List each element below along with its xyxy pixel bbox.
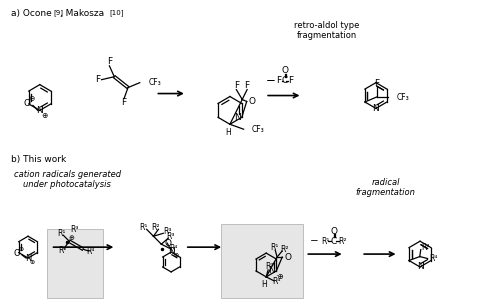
Text: F: F [122, 98, 126, 107]
Text: F: F [234, 81, 239, 90]
Text: [10]: [10] [109, 9, 124, 16]
Text: F: F [288, 76, 293, 85]
Text: R³: R³ [265, 262, 273, 271]
Text: F: F [95, 75, 100, 84]
Text: under photocatalysis: under photocatalysis [24, 180, 111, 189]
Text: ⊕: ⊕ [173, 253, 179, 258]
Text: ⊕: ⊕ [42, 111, 48, 120]
Text: O: O [14, 249, 21, 258]
Text: R³: R³ [422, 243, 430, 252]
Text: cation radicals generated: cation radicals generated [14, 170, 121, 179]
Text: radical: radical [371, 178, 400, 187]
Text: N: N [36, 106, 43, 115]
Text: ⊕: ⊕ [68, 235, 74, 241]
Text: fragmentation: fragmentation [356, 188, 416, 197]
Text: fragmentation: fragmentation [297, 31, 357, 40]
Text: ⊖: ⊖ [28, 94, 34, 103]
Text: F: F [107, 57, 112, 66]
Text: R¹: R¹ [321, 237, 329, 246]
Text: R¹: R¹ [140, 223, 148, 232]
Text: a) Ocone: a) Ocone [11, 9, 52, 18]
Text: R²: R² [339, 237, 347, 246]
Text: R⁴: R⁴ [430, 254, 438, 263]
FancyBboxPatch shape [47, 229, 102, 298]
Text: R¹: R¹ [57, 229, 66, 238]
Text: R¹: R¹ [270, 243, 278, 252]
Text: C: C [282, 76, 288, 85]
Text: R⁴: R⁴ [87, 247, 95, 256]
FancyBboxPatch shape [221, 224, 303, 298]
Text: H: H [261, 280, 267, 289]
Text: −: − [266, 74, 276, 87]
Text: H: H [225, 128, 231, 137]
Text: R²: R² [151, 223, 160, 232]
Text: O: O [164, 239, 171, 248]
Text: R⁴: R⁴ [272, 277, 280, 286]
Text: CF₃: CF₃ [148, 78, 161, 87]
Text: N: N [372, 104, 379, 113]
Text: CF₃: CF₃ [396, 92, 409, 102]
Text: retro-aldol type: retro-aldol type [294, 21, 360, 30]
Text: F: F [374, 79, 379, 87]
Text: R²: R² [58, 246, 67, 255]
Text: R³: R³ [163, 227, 172, 236]
Text: N: N [416, 262, 423, 271]
Text: N: N [269, 266, 275, 275]
Text: O: O [330, 227, 337, 236]
Text: [9]: [9] [53, 9, 64, 16]
Text: C: C [331, 237, 337, 246]
Text: F: F [276, 76, 281, 85]
Text: N: N [25, 254, 31, 262]
Text: , Makosza: , Makosza [60, 9, 104, 18]
Text: ⊖: ⊖ [19, 247, 24, 252]
Text: CF₃: CF₃ [251, 125, 264, 134]
Text: N: N [234, 113, 241, 122]
Text: F: F [245, 81, 250, 90]
Text: O: O [284, 253, 291, 262]
Text: O: O [248, 97, 256, 106]
Text: O: O [24, 99, 30, 108]
Text: R²: R² [280, 245, 288, 254]
Text: R³: R³ [70, 225, 78, 234]
Text: ⊕: ⊕ [29, 259, 35, 265]
Text: O: O [281, 66, 288, 75]
Text: ·⊕: ·⊕ [275, 272, 284, 282]
Text: b) This work: b) This work [11, 155, 67, 164]
Text: −: − [310, 236, 318, 246]
Text: R⁴: R⁴ [169, 244, 177, 253]
Text: R³: R³ [166, 232, 174, 241]
Text: N: N [168, 247, 174, 256]
